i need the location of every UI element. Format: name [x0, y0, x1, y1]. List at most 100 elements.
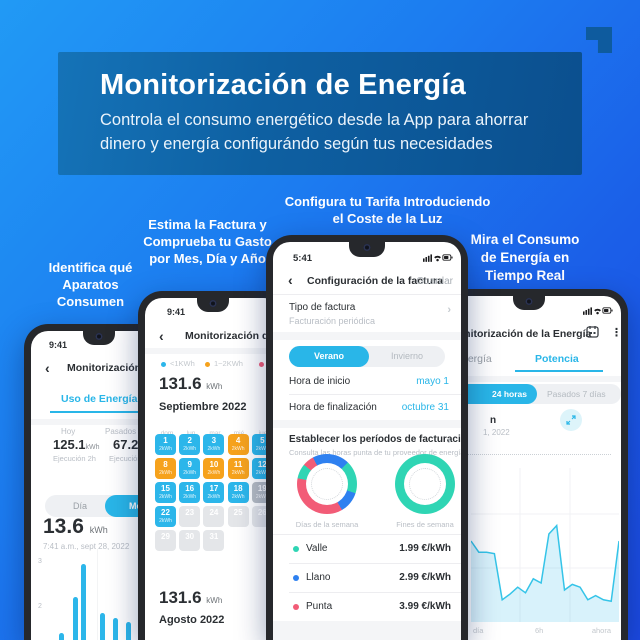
camera-icon — [95, 333, 103, 340]
start-time-label[interactable]: Hora de inicio — [289, 376, 351, 387]
calendar-day-29[interactable]: 29 — [155, 530, 176, 551]
reading-unit: kWh — [89, 525, 108, 535]
month-total: 131.6 kWh — [159, 588, 222, 608]
total-value: 131.6 — [159, 588, 202, 607]
segment-day[interactable]: Día — [73, 501, 88, 511]
calendar-day-30[interactable]: 30 — [179, 530, 201, 551]
camera-icon — [209, 300, 217, 307]
day-energy: 2kWh — [183, 446, 197, 452]
weekend-tariff-donut — [395, 454, 455, 514]
day-number: 3 — [211, 436, 217, 445]
weekday-label: mié — [227, 430, 251, 437]
save-button[interactable]: Guardar — [416, 276, 453, 287]
calendar-day-4[interactable]: 4 2kWh — [227, 434, 249, 455]
more-menu-icon[interactable]: ⋮ — [611, 327, 621, 339]
calendar-icon[interactable] — [586, 325, 599, 338]
back-icon[interactable]: ‹ — [159, 328, 164, 344]
calendar-day-23[interactable]: 23 — [179, 506, 201, 527]
calendar-day-22[interactable]: 22 2kWh — [155, 506, 176, 527]
day-number: 9 — [187, 460, 192, 469]
day-number: 1 — [163, 436, 168, 445]
day-energy: 2kWh — [255, 446, 269, 452]
calendar-day-31[interactable]: 31 — [203, 530, 225, 551]
calendar-day-1[interactable]: 1 2kWh — [155, 434, 176, 455]
donut-label: Días de la semana — [295, 520, 359, 529]
chevron-right-icon: › — [447, 304, 451, 316]
month-name: Septiembre 2022 — [159, 401, 247, 413]
dotted-separator — [447, 454, 611, 455]
segment-7days[interactable]: Pasados 7 días — [547, 389, 606, 399]
day-energy: 2kWh — [255, 470, 269, 476]
y-tick: 3 — [38, 558, 42, 565]
back-icon[interactable]: ‹ — [288, 272, 293, 288]
reading-timestamp: 7:41 a.m., sept 28, 2022 — [43, 542, 130, 551]
day-number: 4 — [235, 436, 241, 445]
separator — [145, 348, 281, 354]
tariff-price: 1.99 €/kWh — [399, 543, 451, 554]
calendar-day-24[interactable]: 24 — [203, 506, 225, 527]
y-tick: 2 — [38, 603, 42, 610]
calendar-day-9[interactable]: 9 2kWh — [179, 458, 201, 479]
back-icon[interactable]: ‹ — [45, 360, 50, 376]
power-line-chart — [471, 468, 619, 622]
legend-dot-cyan — [161, 362, 166, 367]
calendar-day-16[interactable]: 16 2kWh — [179, 482, 201, 503]
camera-icon — [525, 298, 533, 305]
tab-underline — [515, 370, 603, 372]
billing-periods-title[interactable]: Establecer los períodos de facturación — [289, 434, 461, 445]
calendar-day-11[interactable]: 11 2kWh — [227, 458, 249, 479]
billing-periods-subtitle: Consulta las horas punta de tu proveedor… — [289, 448, 461, 457]
corner-arrow-logo-icon — [586, 27, 612, 53]
end-time-value: octubre 31 — [401, 402, 449, 413]
calendar-day-17[interactable]: 17 2kWh — [203, 482, 225, 503]
expand-icon[interactable] — [560, 409, 582, 431]
day-number: 25 — [233, 508, 243, 517]
day-energy: 2kWh — [183, 494, 197, 500]
segment-verano-pill[interactable]: Verano — [289, 346, 369, 367]
end-time-label[interactable]: Hora de finalización — [289, 402, 377, 413]
day-energy: 2kWh — [183, 470, 197, 476]
day-energy: 2kWh — [231, 470, 245, 476]
calendar-day-3[interactable]: 3 2kWh — [203, 434, 225, 455]
day-energy: 2kWh — [159, 470, 172, 476]
weekday-header: domlunmarmiéjue — [155, 632, 281, 640]
tab-potencia[interactable]: Potencia — [535, 353, 579, 365]
divider — [273, 534, 461, 535]
phone2-screen: 9:41 ‹ Monitorización de la Energía <1KW… — [145, 298, 281, 640]
calendar-day-18[interactable]: 18 2kWh — [227, 482, 249, 503]
notch — [513, 296, 545, 310]
month-name: Agosto 2022 — [159, 614, 225, 626]
day-energy: 2kWh — [231, 494, 245, 500]
calendar-day-8[interactable]: 8 2kWh — [155, 458, 176, 479]
segment-invierno[interactable]: Invierno — [390, 351, 424, 361]
day-number: 2 — [187, 436, 192, 445]
calendar-day-10[interactable]: 10 2kWh — [203, 458, 225, 479]
divider — [273, 294, 461, 295]
day-number: 17 — [209, 484, 219, 493]
day-number: 22 — [161, 508, 170, 517]
day-number: 12 — [257, 460, 267, 469]
tariff-name: Llano — [306, 572, 331, 583]
tab-uso-de-energia[interactable]: Uso de Energía — [61, 393, 138, 405]
calendar-day-2[interactable]: 2 2kWh — [179, 434, 201, 455]
day-number: 5 — [260, 436, 265, 445]
day-number: 24 — [209, 508, 219, 517]
tariff-dot-punta — [293, 604, 299, 610]
weekday-label: dom — [155, 430, 179, 437]
notch — [83, 331, 115, 345]
phone-monthly-bill: 9:41 ‹ Monitorización de la Energía <1KW… — [138, 291, 288, 640]
stat-sub: Ejecución 2h — [53, 454, 96, 463]
calendar-day-15[interactable]: 15 2kWh — [155, 482, 176, 503]
bill-type-label[interactable]: Tipo de factura — [289, 302, 356, 313]
tariff-row: Llano 2.99 €/kWh — [273, 563, 461, 592]
divider — [289, 394, 461, 395]
notch — [349, 242, 385, 257]
tariff-name: Punta — [306, 601, 333, 612]
tariff-price: 3.99 €/kWh — [399, 601, 451, 612]
energy-reading: 13.6 kWh — [43, 515, 108, 539]
day-energy: 2kWh — [231, 446, 245, 452]
calendar-day-25[interactable]: 25 — [227, 506, 249, 527]
weekday-tariff-donut — [297, 454, 357, 514]
day-energy: 2kWh — [207, 494, 221, 500]
